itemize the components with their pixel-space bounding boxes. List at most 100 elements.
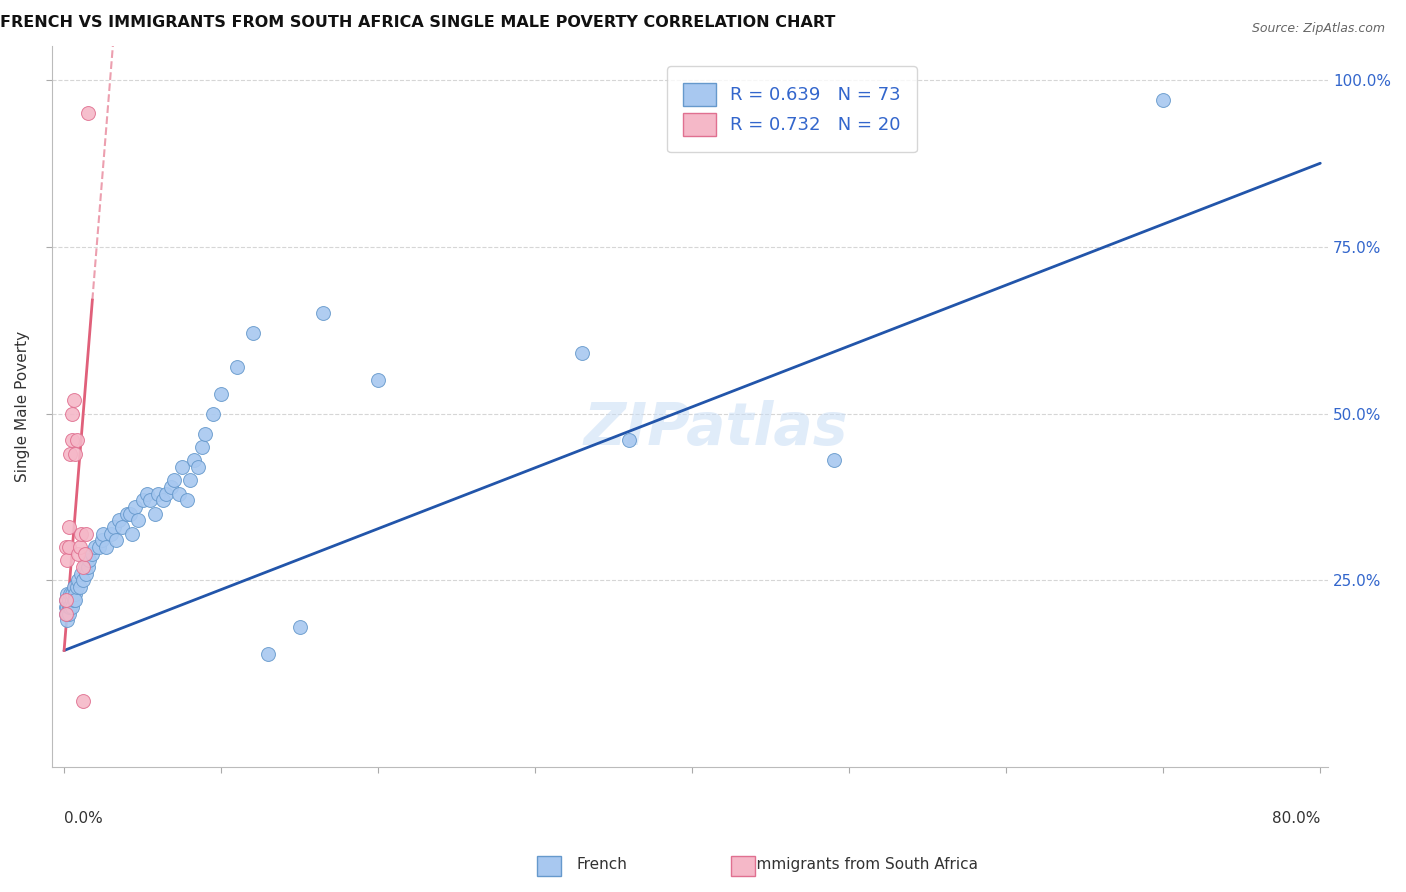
Point <box>136 486 159 500</box>
Point <box>63 587 86 601</box>
Point <box>367 373 389 387</box>
Point <box>56 614 79 628</box>
Point <box>66 434 89 448</box>
Point <box>58 607 80 621</box>
Point <box>75 526 97 541</box>
Point <box>127 513 149 527</box>
Text: 0.0%: 0.0% <box>65 811 103 825</box>
Point <box>124 500 146 514</box>
Point <box>73 560 96 574</box>
Text: French: French <box>576 857 627 872</box>
Point <box>70 566 93 581</box>
Point <box>72 693 94 707</box>
Point <box>100 526 122 541</box>
Point <box>111 520 134 534</box>
Point <box>55 607 77 621</box>
Point <box>170 459 193 474</box>
Point <box>183 453 205 467</box>
Text: ZIPatlas: ZIPatlas <box>583 400 848 457</box>
Point <box>167 486 190 500</box>
Point <box>148 486 170 500</box>
Point <box>118 507 141 521</box>
Point <box>72 574 94 588</box>
Point <box>55 593 77 607</box>
Point <box>152 493 174 508</box>
Point <box>60 593 83 607</box>
Point <box>84 540 107 554</box>
Point <box>63 593 86 607</box>
Point <box>179 473 201 487</box>
Point <box>60 434 83 448</box>
Point <box>163 473 186 487</box>
Point <box>62 580 84 594</box>
Point <box>225 359 247 374</box>
Point <box>72 560 94 574</box>
Point <box>69 580 91 594</box>
Text: 80.0%: 80.0% <box>1272 811 1320 825</box>
Point <box>59 600 82 615</box>
Y-axis label: Single Male Poverty: Single Male Poverty <box>15 331 30 483</box>
Point <box>155 486 177 500</box>
Point <box>73 547 96 561</box>
Point <box>55 607 77 621</box>
Point <box>67 547 90 561</box>
Point <box>56 600 79 615</box>
Point <box>90 533 112 548</box>
Point <box>60 407 83 421</box>
Point <box>55 600 77 615</box>
Point <box>76 560 98 574</box>
Point <box>242 326 264 341</box>
Point <box>75 566 97 581</box>
Point <box>56 607 79 621</box>
Point <box>56 587 79 601</box>
Point <box>619 434 641 448</box>
Point <box>56 553 79 567</box>
Point <box>104 533 127 548</box>
Point <box>58 593 80 607</box>
Point <box>77 553 100 567</box>
Point <box>823 453 845 467</box>
Point <box>187 459 209 474</box>
Point <box>58 520 80 534</box>
Point <box>176 493 198 508</box>
Point <box>55 593 77 607</box>
Point <box>76 106 98 120</box>
Point <box>139 493 162 508</box>
Point <box>571 346 593 360</box>
Point <box>1152 93 1174 107</box>
Point <box>121 526 143 541</box>
Text: Source: ZipAtlas.com: Source: ZipAtlas.com <box>1251 22 1385 36</box>
Point <box>70 526 93 541</box>
Point <box>257 647 280 661</box>
Text: FRENCH VS IMMIGRANTS FROM SOUTH AFRICA SINGLE MALE POVERTY CORRELATION CHART: FRENCH VS IMMIGRANTS FROM SOUTH AFRICA S… <box>0 15 835 30</box>
Point <box>143 507 166 521</box>
Point <box>60 587 83 601</box>
Point <box>82 547 104 561</box>
Point <box>115 507 138 521</box>
Point <box>58 540 80 554</box>
Point <box>194 426 217 441</box>
Point <box>160 480 183 494</box>
Point <box>312 306 335 320</box>
Point <box>103 520 125 534</box>
Point <box>288 620 311 634</box>
Point <box>69 540 91 554</box>
Point <box>55 540 77 554</box>
Point <box>191 440 214 454</box>
Point <box>131 493 153 508</box>
Point <box>62 593 84 607</box>
Point <box>60 600 83 615</box>
Point <box>66 580 89 594</box>
Point <box>59 587 82 601</box>
Point <box>62 393 84 408</box>
Point <box>87 540 110 554</box>
Point <box>209 386 232 401</box>
Point <box>202 407 225 421</box>
Point <box>59 446 82 460</box>
Point <box>67 574 90 588</box>
Point <box>58 600 80 615</box>
Point <box>63 446 86 460</box>
Point <box>108 513 131 527</box>
Point <box>96 540 118 554</box>
Text: Immigrants from South Africa: Immigrants from South Africa <box>752 857 979 872</box>
